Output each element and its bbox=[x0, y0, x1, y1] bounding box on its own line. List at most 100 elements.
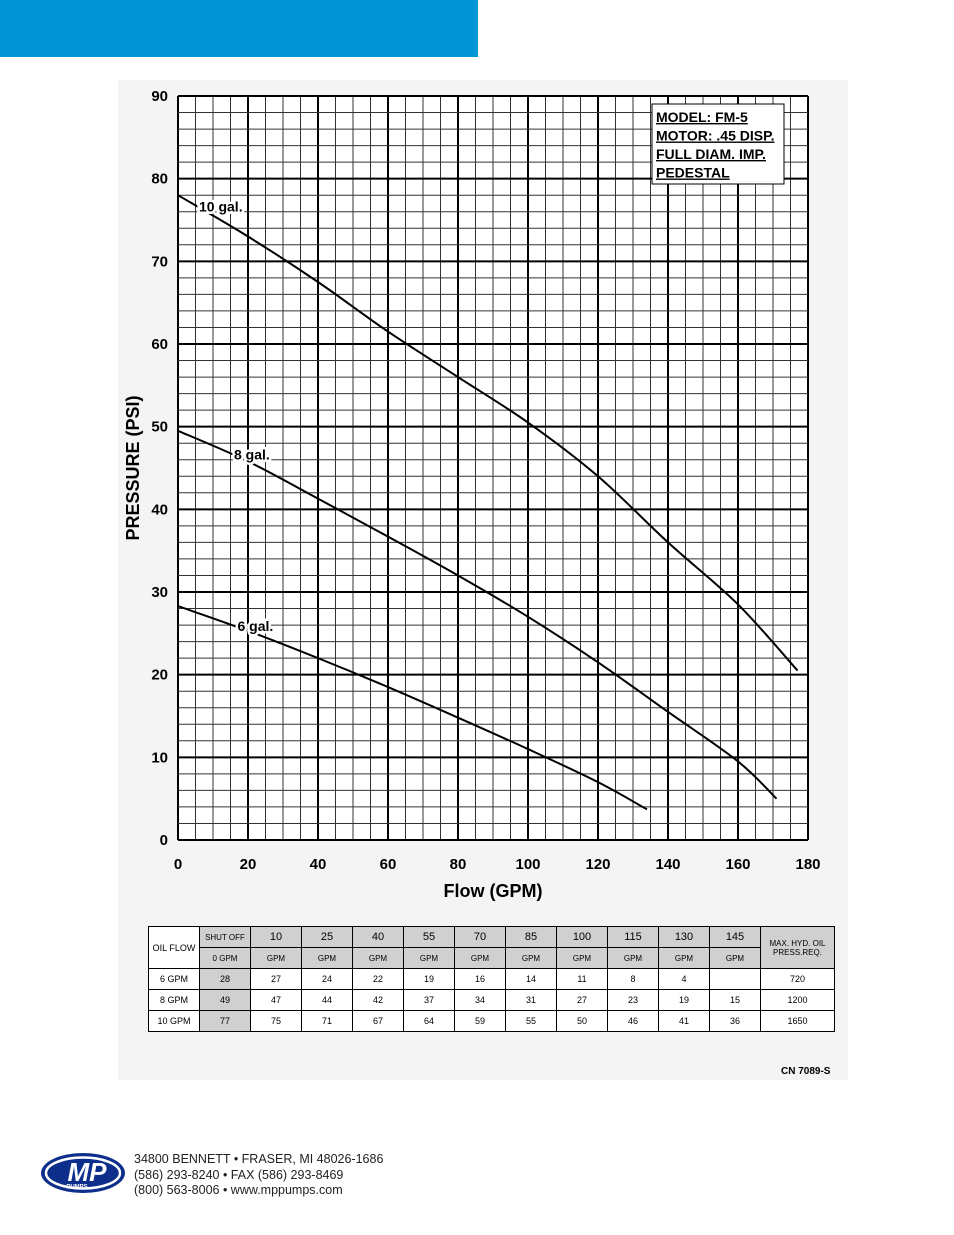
chart-grid bbox=[177, 95, 809, 841]
series-label: 10 gal. bbox=[199, 199, 243, 215]
table-row: 8 GPM 49 47 44 42 37 34 31 27 23 19 15 1200 bbox=[148, 989, 835, 1011]
row-label: 10 GPM bbox=[148, 1010, 200, 1032]
unit-label: GPM bbox=[352, 947, 404, 969]
max-pressure-label-1: MAX. HYD. OIL bbox=[769, 938, 826, 948]
flow-header: 25 bbox=[301, 926, 353, 948]
flow-header: 130 bbox=[658, 926, 710, 948]
table-cell: 11 bbox=[556, 968, 608, 990]
y-tick-label: 60 bbox=[151, 336, 168, 353]
shutoff-value: 28 bbox=[199, 968, 251, 990]
x-tick-label: 180 bbox=[795, 856, 820, 873]
table-cell: 27 bbox=[250, 968, 302, 990]
footer-phone-line: (586) 293-8240 • FAX (586) 293-8469 bbox=[134, 1167, 344, 1182]
info-impeller: FULL DIAM. IMP. bbox=[656, 146, 766, 162]
shutoff-value: 77 bbox=[199, 1010, 251, 1032]
x-tick-label: 20 bbox=[240, 856, 257, 873]
x-tick-label: 80 bbox=[450, 856, 467, 873]
y-tick-label: 30 bbox=[151, 584, 168, 601]
y-tick-label: 20 bbox=[151, 667, 168, 684]
flow-header: 40 bbox=[352, 926, 404, 948]
shutoff-unit: 0 GPM bbox=[199, 947, 251, 969]
table-cell: 14 bbox=[505, 968, 557, 990]
series-line bbox=[177, 429, 778, 800]
table-row: 10 GPM 77 75 71 67 64 59 55 50 46 41 36 1650 bbox=[148, 1010, 835, 1032]
row-label: 6 GPM bbox=[148, 968, 200, 990]
table-header-row-2: 0 GPM GPM GPM GPM GPM GPM GPM GPM GPM GP… bbox=[149, 947, 835, 969]
row-label: 8 GPM bbox=[148, 989, 200, 1011]
table-cell: 46 bbox=[607, 1010, 659, 1032]
table-cell: 47 bbox=[250, 989, 302, 1011]
unit-label: GPM bbox=[709, 947, 761, 969]
series-line bbox=[177, 194, 799, 672]
shutoff-header: SHUT OFF bbox=[199, 926, 251, 948]
footer-web-line: (800) 563-8006 • www.mppumps.com bbox=[134, 1183, 343, 1197]
header-bar bbox=[0, 0, 478, 57]
info-motor: MOTOR: .45 DISP. bbox=[656, 128, 775, 144]
table-cell: 64 bbox=[403, 1010, 455, 1032]
x-axis-label: Flow (GPM) bbox=[444, 881, 543, 901]
table-cell: 15 bbox=[709, 989, 761, 1011]
table-cell: 41 bbox=[658, 1010, 710, 1032]
table-cell: 8 bbox=[607, 968, 659, 990]
table-cell: 67 bbox=[352, 1010, 404, 1032]
flow-header: 10 bbox=[250, 926, 302, 948]
performance-table: OIL FLOW SHUT OFF 10 25 40 55 70 85 100 … bbox=[148, 926, 835, 1032]
footer-contact: 34800 BENNETT • FRASER, MI 48026-1686 (5… bbox=[134, 1152, 383, 1199]
unit-label: GPM bbox=[556, 947, 608, 969]
info-model: MODEL: FM-5 bbox=[656, 109, 748, 125]
model-info-box: MODEL: FM-5 MOTOR: .45 DISP. FULL DIAM. … bbox=[651, 103, 785, 185]
series-line bbox=[177, 605, 648, 811]
table-cell: 42 bbox=[352, 989, 404, 1011]
x-tick-label: 120 bbox=[585, 856, 610, 873]
table-cell: 71 bbox=[301, 1010, 353, 1032]
table-cell: 16 bbox=[454, 968, 506, 990]
max-pressure-header: MAX. HYD. OIL PRESS.REQ. bbox=[760, 926, 835, 969]
x-tick-label: 100 bbox=[515, 856, 540, 873]
table-corner-label: OIL FLOW bbox=[148, 926, 200, 969]
table-cell: 19 bbox=[403, 968, 455, 990]
table-cell: 24 bbox=[301, 968, 353, 990]
flow-header: 115 bbox=[607, 926, 659, 948]
unit-label: GPM bbox=[301, 947, 353, 969]
unit-label: GPM bbox=[454, 947, 506, 969]
max-pressure-value: 1200 bbox=[760, 989, 835, 1011]
flow-header: 70 bbox=[454, 926, 506, 948]
y-tick-label: 10 bbox=[151, 749, 168, 766]
unit-label: GPM bbox=[403, 947, 455, 969]
table-body: 6 GPM 28 27 24 22 19 16 14 11 8 4 720 8 GPM 49 47 44 42 3… bbox=[148, 968, 835, 1032]
y-tick-label: 40 bbox=[151, 501, 168, 518]
y-tick-label: 70 bbox=[151, 253, 168, 270]
series-label: 6 gal. bbox=[238, 618, 274, 634]
table-cell: 31 bbox=[505, 989, 557, 1011]
max-pressure-value: 1650 bbox=[760, 1010, 835, 1032]
table-cell: 27 bbox=[556, 989, 608, 1011]
table-row: 6 GPM 28 27 24 22 19 16 14 11 8 4 720 bbox=[148, 968, 835, 990]
unit-label: GPM bbox=[658, 947, 710, 969]
x-tick-label: 160 bbox=[725, 856, 750, 873]
y-tick-label: 0 bbox=[160, 832, 168, 849]
logo-text: MP bbox=[68, 1157, 108, 1187]
y-tick-label: 90 bbox=[151, 88, 168, 105]
pump-performance-chart: 0 20 40 60 80 100 120 140 160 180 0 10 20 30 40 50 60 70 8… bbox=[123, 88, 821, 901]
y-tick-label: 80 bbox=[151, 171, 168, 188]
logo-subtext: PUMPS bbox=[66, 1185, 87, 1191]
unit-label: GPM bbox=[607, 947, 659, 969]
x-tick-label: 60 bbox=[380, 856, 397, 873]
table-cell: 19 bbox=[658, 989, 710, 1011]
y-axis-label: PRESSURE (PSI) bbox=[123, 395, 143, 540]
x-tick-label: 0 bbox=[174, 856, 182, 873]
chart-series: 10 gal. 8 gal. 6 gal. bbox=[177, 194, 799, 811]
unit-label: GPM bbox=[505, 947, 557, 969]
footer-address-line: 34800 BENNETT • FRASER, MI 48026-1686 bbox=[134, 1152, 384, 1166]
info-mount: PEDESTAL bbox=[656, 165, 730, 181]
chart-axes: 0 20 40 60 80 100 120 140 160 180 0 10 20 30 40 50 60 70 8… bbox=[151, 88, 820, 873]
table-cell: 50 bbox=[556, 1010, 608, 1032]
flow-header: 100 bbox=[556, 926, 608, 948]
shutoff-value: 49 bbox=[199, 989, 251, 1011]
flow-header: 145 bbox=[709, 926, 761, 948]
x-tick-label: 140 bbox=[655, 856, 680, 873]
series-label: 8 gal. bbox=[234, 446, 270, 462]
y-tick-label: 50 bbox=[151, 419, 168, 436]
table-cell: 34 bbox=[454, 989, 506, 1011]
table-cell: 4 bbox=[658, 968, 710, 990]
